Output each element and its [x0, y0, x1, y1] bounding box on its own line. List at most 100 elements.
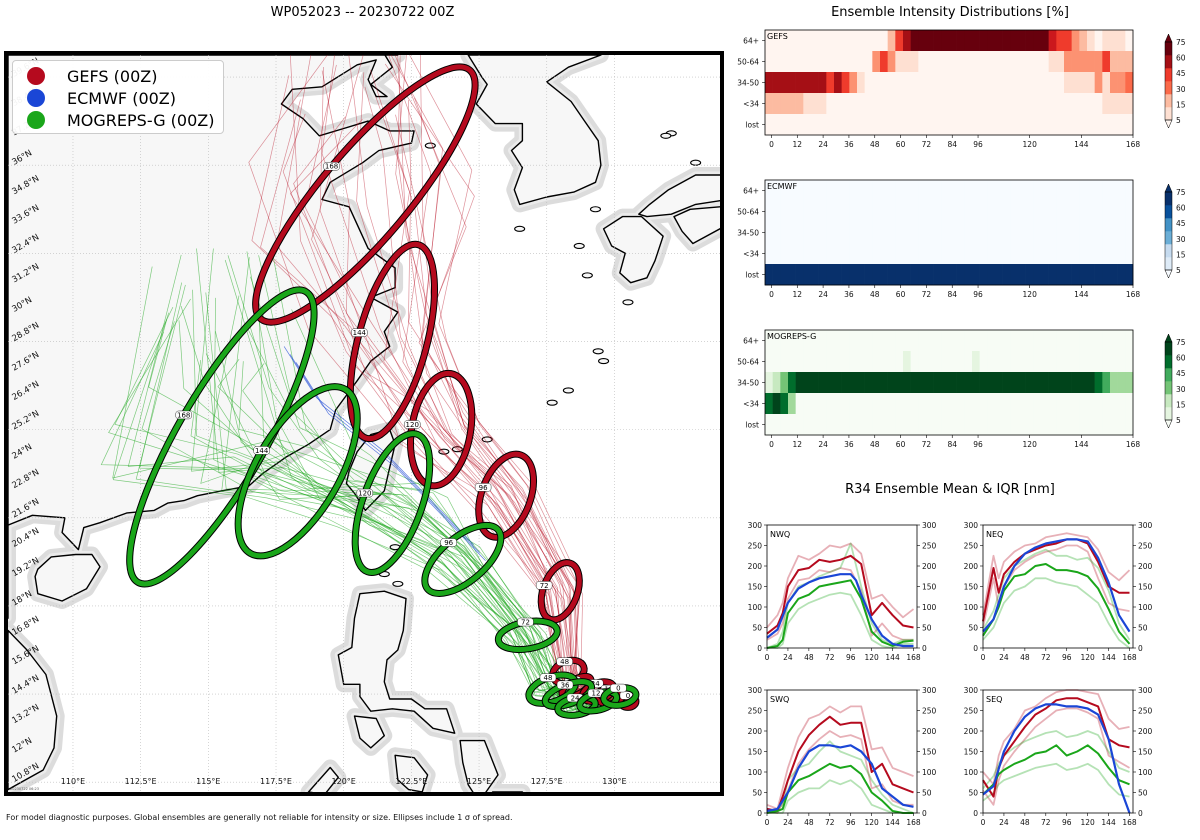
colorbar-tick-label: 30	[1176, 85, 1186, 94]
heatmap-cell	[1125, 93, 1134, 115]
heatmap-cell	[772, 93, 781, 115]
heatmap-cell	[926, 93, 934, 115]
colorbar-max-arrow	[1164, 183, 1173, 193]
heatmap-cell	[1056, 393, 1065, 415]
heatmap-cell	[979, 393, 988, 415]
heatmap-cell	[872, 72, 881, 94]
heatmap-cell	[1041, 414, 1049, 436]
heatmap-cell	[933, 330, 942, 352]
heatmap-cell	[1079, 393, 1088, 415]
heatmap-cell	[834, 201, 842, 223]
heatmap-cell	[765, 222, 773, 244]
track-map[interactable]: 39.6°N38.4°N37.2°N36°N34.8°N33.6°N32.4°N…	[4, 51, 724, 796]
r34-y-label-left: 300	[964, 686, 979, 695]
heatmap-cell	[941, 330, 950, 352]
heatmap-cell	[834, 243, 842, 265]
heatmap-cell	[880, 264, 888, 286]
mogreps-mean-line	[766, 762, 914, 814]
r34-y-label-right: 0	[1138, 644, 1143, 653]
landmass	[307, 766, 339, 792]
heatmap-cell	[903, 243, 911, 265]
heatmap-cell	[1033, 393, 1042, 415]
heatmap-cell	[872, 114, 881, 136]
heatmap-cell	[1002, 114, 1011, 136]
heatmap-cell	[910, 51, 919, 73]
heatmap-cell	[949, 414, 957, 436]
heatmap-cell	[1102, 93, 1111, 115]
colorbar-min-arrow	[1164, 269, 1173, 279]
islet	[562, 387, 574, 394]
r34-y-label-left: 150	[964, 748, 979, 757]
mogreps-hour-label-box	[556, 680, 574, 690]
heatmap-cell	[964, 180, 973, 202]
heatmap-cell	[780, 330, 789, 352]
heatmap-cell	[926, 114, 934, 136]
heatmap-cell	[857, 243, 865, 265]
heatmap-cell	[933, 93, 942, 115]
map-title: WP052023 -- 20230722 00Z	[270, 5, 455, 20]
heatmap-cell	[933, 51, 942, 73]
heatmap-cell	[1033, 72, 1042, 94]
heatmap-cell	[1033, 51, 1042, 73]
heatmap-cell	[765, 372, 773, 394]
heatmap-cell	[1079, 180, 1088, 202]
heatmap-y-label: 64+	[743, 37, 759, 46]
gefs-hour-label: 24	[591, 680, 600, 688]
heatmap-cell	[979, 330, 988, 352]
heatmap-cell	[772, 351, 781, 373]
r34-y-label-left: 250	[748, 542, 763, 551]
r34-y-label-left: 0	[757, 809, 762, 818]
r34-x-label: 72	[825, 653, 835, 662]
heatmap-cell	[910, 222, 919, 244]
heatmap-cell	[903, 114, 911, 136]
r34-x-label: 168	[1122, 653, 1137, 662]
r34-y-label-right: 300	[1138, 521, 1153, 530]
heatmap-cell	[1079, 264, 1088, 286]
heatmap-cell	[1056, 351, 1065, 373]
heatmap-cell	[1056, 243, 1065, 265]
r34-x-label: 48	[1020, 653, 1030, 662]
heatmap-cell	[1079, 330, 1088, 352]
heatmap-cell	[841, 114, 850, 136]
heatmap-cell	[887, 351, 896, 373]
heatmap-cell	[1110, 93, 1118, 115]
heatmap-cell	[780, 393, 789, 415]
heatmap-cell	[1033, 114, 1042, 136]
heatmap-cell	[910, 264, 919, 286]
r34-y-label-right: 200	[1138, 562, 1153, 571]
heatmap-cell	[772, 222, 781, 244]
r34-x-label: 144	[885, 818, 900, 827]
colorbar-max-arrow	[1164, 333, 1173, 343]
heatmap-cell	[765, 30, 773, 52]
heatmap-model-label: ECMWF	[767, 182, 797, 191]
heatmap-cell	[933, 114, 942, 136]
heatmap-cell	[765, 72, 773, 94]
heatmap-cell	[987, 201, 996, 223]
heatmap-cell	[872, 93, 881, 115]
heatmap-cell	[1117, 30, 1126, 52]
map-legend: GEFS (00Z) ECMWF (00Z) MOGREPS-G (00Z)	[12, 60, 224, 134]
heatmap-cell	[933, 201, 942, 223]
heatmap-cell	[1094, 51, 1103, 73]
heatmap-cell	[1064, 222, 1072, 244]
heatmap-cell	[803, 93, 812, 115]
r34-y-label-right: 300	[922, 686, 937, 695]
heatmap-x-label: 120	[1023, 140, 1038, 149]
right-panels-canvas: 64+ 50-64 34-50 <34 lost GEFS 0 12 24 36 48 60 72 84 9…	[737, 29, 1186, 827]
heatmap-cell	[1018, 393, 1026, 415]
heatmap-cell	[834, 180, 842, 202]
heatmap-cell	[995, 222, 1003, 244]
heatmap-cell	[979, 264, 988, 286]
r34-x-label: 72	[1041, 653, 1051, 662]
heatmap-cell	[834, 330, 842, 352]
heatmap-mogreps-g: 64+ 50-64 34-50 <34 lost MOGREPS-G 0 12 24 36 48 60…	[737, 329, 1186, 449]
heatmap-y-label: <34	[743, 100, 759, 109]
track-map-canvas: 39.6°N38.4°N37.2°N36°N34.8°N33.6°N32.4°N…	[8, 55, 720, 792]
heatmap-cell	[933, 372, 942, 394]
heatmap-cell	[979, 93, 988, 115]
heatmap-cell	[926, 222, 934, 244]
heatmap-cell	[1117, 180, 1126, 202]
heatmap-x-label: 24	[818, 440, 828, 449]
colorbar-tick-label: 60	[1176, 54, 1186, 63]
heatmap-cell	[1064, 180, 1072, 202]
